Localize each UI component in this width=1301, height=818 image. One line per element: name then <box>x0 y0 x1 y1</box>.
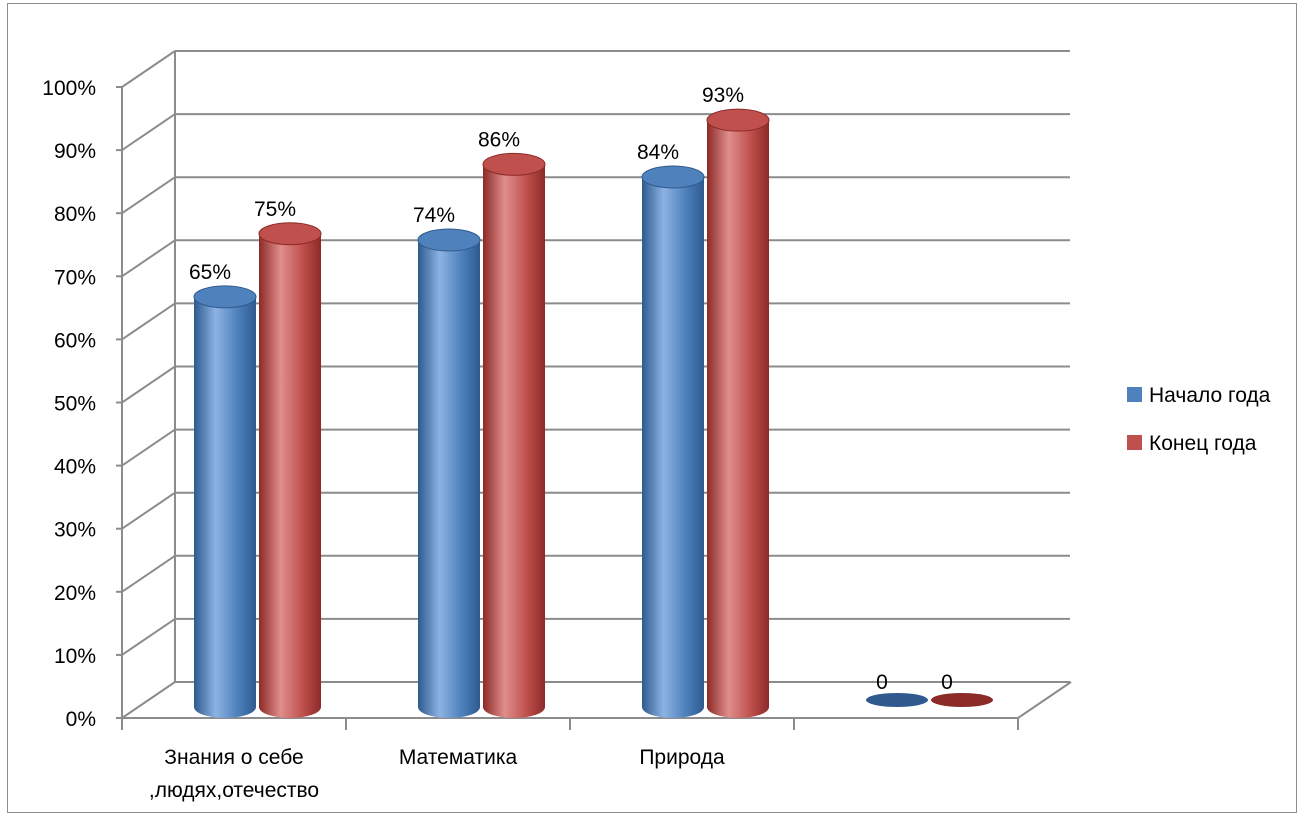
legend-swatch <box>1127 387 1142 402</box>
bar-top <box>482 152 546 176</box>
bar-top <box>417 228 481 252</box>
data-label: 0 <box>876 671 888 694</box>
gridline-side <box>121 239 176 278</box>
y-tick-label: 20% <box>54 582 96 605</box>
bar-end-1 <box>482 152 546 719</box>
y-tick-label: 30% <box>54 519 96 542</box>
gridline-side <box>121 491 176 530</box>
data-label: 93% <box>702 84 744 107</box>
bars <box>193 108 993 719</box>
bar-start-1 <box>417 228 481 718</box>
legend-swatch <box>1127 435 1142 450</box>
y-tick-label: 70% <box>54 266 96 289</box>
axes <box>116 51 1072 730</box>
y-tick-label: 40% <box>54 456 96 479</box>
bar-top <box>706 108 770 132</box>
bar-end-2 <box>706 108 770 719</box>
bar-top <box>258 222 322 246</box>
gridline-side <box>121 681 176 719</box>
data-labels: 65% 75% 74% 86% 84% 93% 0 0 <box>189 84 953 694</box>
bar-start-2 <box>641 165 705 718</box>
y-tick-label: 80% <box>54 203 96 226</box>
gridline-side <box>121 554 176 593</box>
data-label: 84% <box>637 141 679 164</box>
gridline-side <box>121 113 176 151</box>
bar-body <box>642 176 704 718</box>
data-label: 74% <box>413 204 455 227</box>
gridline-side <box>121 365 176 404</box>
y-tick-labels: 0% 10% 20% 30% 40% 50% 60% 70% 80% 90% 100% <box>42 77 96 731</box>
bar-end-0 <box>258 222 322 718</box>
bar-body <box>194 296 256 718</box>
bar-body <box>418 240 480 718</box>
bar-top <box>931 693 993 707</box>
y-tick-label: 90% <box>54 140 96 163</box>
bar-body <box>707 120 769 719</box>
bar-body <box>483 164 545 719</box>
bar-end-3 <box>931 693 993 707</box>
legend: Начало года Конец года <box>1127 384 1271 455</box>
gridline-side <box>121 302 176 341</box>
category-label: ,людях,отечество <box>149 779 319 802</box>
category-labels: Знания о себе ,людях,отечество Математика П… <box>149 746 725 802</box>
y-tick-label: 100% <box>42 77 96 100</box>
bar-top <box>866 693 928 707</box>
gridline-side <box>121 618 176 656</box>
category-label: Математика <box>399 746 518 769</box>
y-tick-label: 0% <box>66 708 96 731</box>
bar-top <box>193 285 257 309</box>
legend-label: Конец года <box>1149 432 1257 455</box>
floor-right-edge <box>1017 681 1072 719</box>
gridline-side <box>121 428 176 467</box>
bar-top <box>641 165 705 189</box>
y-tick-label: 60% <box>54 329 96 352</box>
data-label: 75% <box>254 198 296 221</box>
gridline-side <box>121 176 176 215</box>
data-label: 65% <box>189 261 231 284</box>
bar-start-3 <box>866 693 928 707</box>
legend-item: Начало года <box>1127 384 1271 407</box>
y-tick-label: 10% <box>54 645 96 668</box>
y-tick-label: 50% <box>54 393 96 416</box>
gridlines <box>121 50 1070 719</box>
bar-body <box>259 233 321 718</box>
category-label: Природа <box>639 746 725 769</box>
bar-start-0 <box>193 285 257 718</box>
data-label: 0 <box>941 671 953 694</box>
legend-item: Конец года <box>1127 432 1257 455</box>
legend-label: Начало года <box>1149 384 1271 407</box>
category-label: Знания о себе <box>164 746 303 769</box>
data-label: 86% <box>478 128 520 151</box>
gridline-side <box>121 50 176 88</box>
